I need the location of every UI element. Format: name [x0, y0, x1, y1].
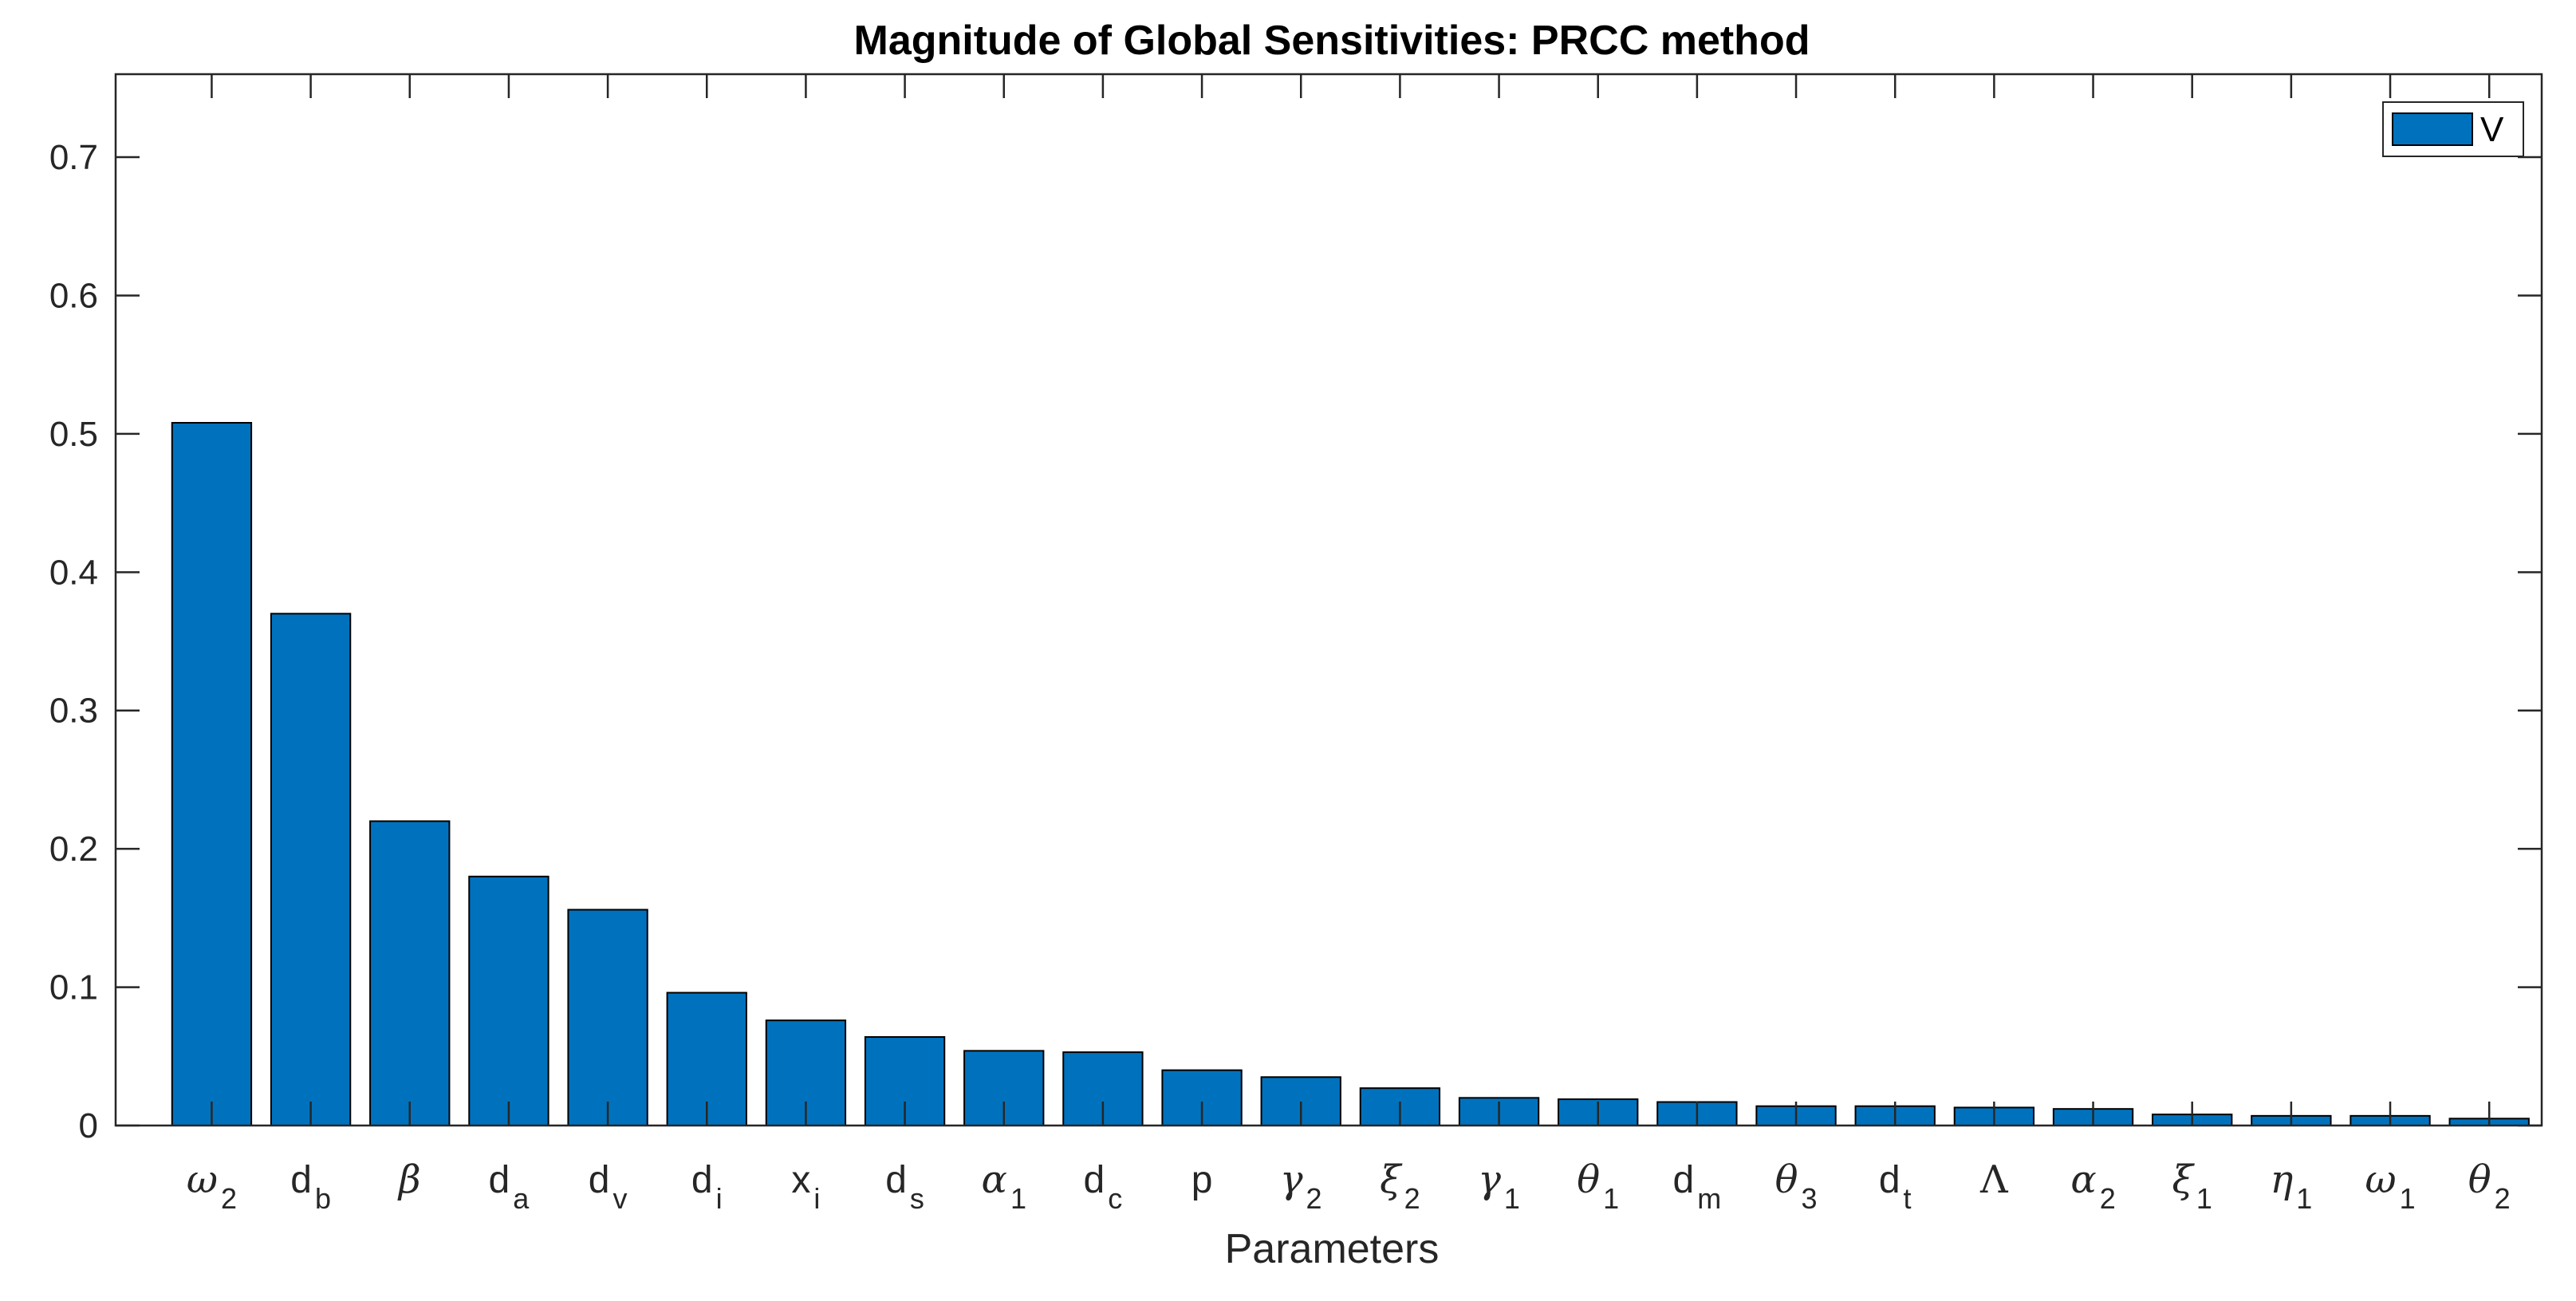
x-axis-label: Parameters: [1225, 1226, 1440, 1272]
y-tick-label: 0.4: [49, 553, 98, 592]
bar: [369, 820, 451, 1126]
chart-title: Magnitude of Global Sensitivities: PRCC …: [854, 18, 1810, 64]
y-tick-label: 0.7: [49, 138, 98, 177]
plot-frame: [114, 73, 2543, 1127]
x-tick-label: β: [397, 1157, 421, 1202]
legend[interactable]: V: [2382, 101, 2524, 157]
legend-label: V: [2480, 110, 2504, 149]
y-tick-label: 0.5: [49, 415, 98, 454]
bars: [171, 422, 2530, 1127]
bar: [270, 613, 352, 1126]
y-tick-label: 0.6: [49, 276, 98, 315]
y-tick-label: 0.1: [49, 968, 98, 1007]
bar: [567, 909, 648, 1126]
legend-swatch: [2392, 112, 2473, 146]
x-tick-label: Λ: [1979, 1157, 2009, 1202]
y-tick-label: 0.2: [49, 830, 98, 869]
y-axis: 0 0.1 0.2 0.3 0.4 0.5 0.6 0.7: [49, 138, 2542, 1145]
bar: [171, 422, 253, 1126]
y-tick-label: 0.3: [49, 692, 98, 731]
bar: [468, 875, 549, 1127]
y-tick-label: 0: [79, 1106, 98, 1145]
x-tick-label: p: [1191, 1159, 1213, 1201]
